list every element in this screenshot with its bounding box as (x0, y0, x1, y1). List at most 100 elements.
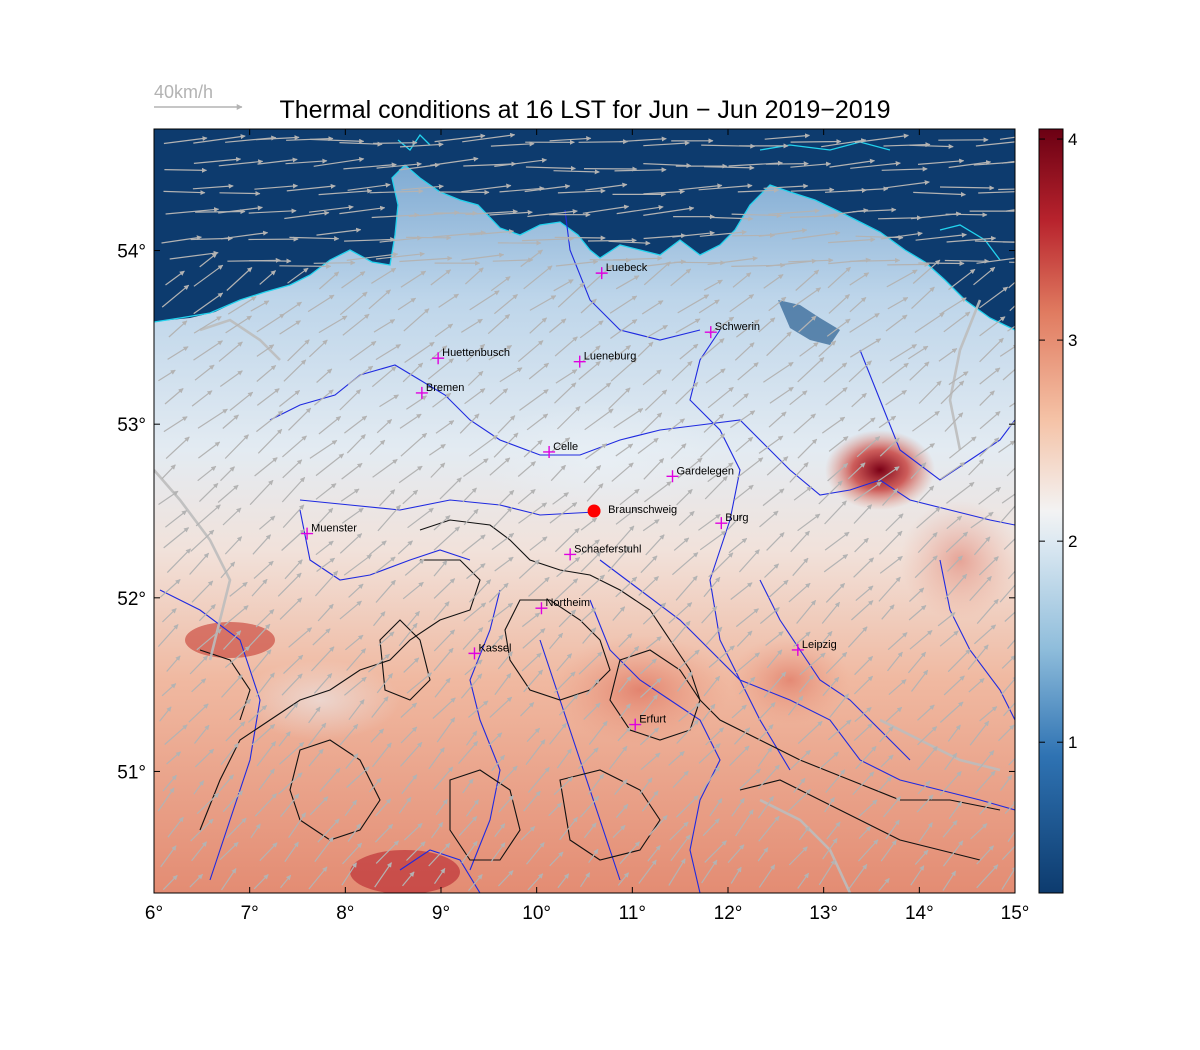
wind-vector (970, 511, 994, 529)
wind-vector (343, 554, 372, 576)
wind-vector (703, 576, 721, 598)
colorbar: 1 2 3 4 (1038, 128, 1077, 894)
wind-vector (853, 723, 873, 742)
wind-vector (316, 557, 336, 572)
wind-vector (315, 507, 334, 527)
wind-vector (159, 706, 172, 722)
wind-vector (798, 826, 810, 841)
wind-vector (878, 576, 901, 602)
wind-vector (529, 317, 548, 334)
wind-vector (976, 257, 1015, 264)
wind-vector (823, 554, 849, 573)
wind-vector (944, 412, 964, 432)
wind-vector (615, 275, 640, 290)
wind-vector (498, 795, 514, 813)
wind-vector (525, 165, 576, 171)
wind-vector (315, 453, 344, 477)
wind-vector (557, 282, 585, 308)
wind-vector (1009, 402, 1015, 408)
wind-vector (430, 269, 451, 286)
wind-vector (818, 480, 843, 505)
wind-vector (259, 842, 278, 862)
wind-vector (584, 408, 614, 431)
wind-vector (619, 488, 640, 506)
wind-vector (158, 490, 179, 505)
wind-vector (757, 847, 769, 862)
wind-vector (1001, 845, 1015, 861)
wind-vector (225, 315, 252, 334)
wind-vector (251, 724, 276, 746)
wind-vector (309, 439, 338, 459)
colorbar-gradient (1038, 128, 1064, 894)
wind-vector (555, 369, 578, 384)
wind-vector (673, 537, 690, 551)
wind-vector (947, 648, 971, 673)
wind-vector (377, 504, 401, 532)
wind-vector (856, 436, 881, 458)
wind-vector (704, 475, 728, 500)
wind-vector (345, 753, 359, 769)
wind-vector (253, 874, 269, 890)
wind-vector (979, 390, 995, 407)
wind-vector (699, 530, 727, 551)
wind-vector (369, 188, 424, 194)
wind-vector (463, 458, 489, 477)
wind-vector (946, 515, 963, 530)
wind-vector (461, 183, 512, 193)
wind-vector (259, 515, 276, 530)
city-label: Burg (725, 512, 748, 524)
wind-vector (491, 754, 505, 772)
wind-vector (161, 608, 177, 623)
wind-vector (255, 135, 300, 141)
wind-vector (850, 161, 901, 169)
wind-vector (973, 536, 991, 556)
wind-vector (705, 626, 723, 646)
wind-vector (347, 365, 374, 385)
wind-vector (494, 823, 506, 838)
wind-vector (586, 483, 604, 502)
wind-vector (434, 133, 486, 143)
city-marker (629, 718, 642, 731)
coastlines (154, 133, 1015, 331)
wind-vector (976, 845, 995, 865)
wind-vector (766, 532, 785, 551)
x-tick-label: 8° (336, 903, 354, 924)
wind-vector (734, 342, 755, 361)
city-marker (535, 602, 548, 615)
wind-vector (789, 213, 839, 219)
wind-vector (1003, 697, 1015, 717)
wind-vector (373, 318, 396, 333)
wind-vector (939, 701, 964, 723)
wind-vector (220, 561, 236, 579)
wind-vector (583, 465, 602, 484)
wind-vector (763, 671, 787, 698)
wind-vector (615, 576, 638, 598)
wind-vector (283, 359, 307, 382)
wind-vector (469, 229, 515, 236)
wind-vector (727, 513, 743, 530)
wind-vector (559, 816, 578, 841)
wind-vector (702, 818, 720, 837)
wind-vector (758, 435, 784, 454)
wind-vector (948, 801, 963, 820)
wind-vector (160, 845, 177, 868)
wind-vector (434, 867, 446, 885)
wind-vector (849, 257, 901, 263)
wind-vector (250, 300, 270, 312)
wind-vector (433, 515, 451, 531)
wind-vector (432, 697, 456, 719)
wind-vector (913, 443, 935, 459)
wind-vector (165, 510, 187, 528)
y-axis: 51° 52° 53° 54° (117, 242, 1015, 783)
wind-vector (609, 345, 631, 363)
wind-vector (580, 298, 597, 314)
wind-vector (487, 314, 511, 335)
wind-vector (284, 559, 303, 580)
wind-vector (218, 774, 234, 793)
city-marker (564, 548, 577, 561)
wind-vector (797, 513, 821, 532)
wind-vector (529, 536, 548, 551)
wind-vector (787, 788, 812, 812)
wind-vector (942, 820, 958, 838)
city-marker (791, 643, 804, 656)
